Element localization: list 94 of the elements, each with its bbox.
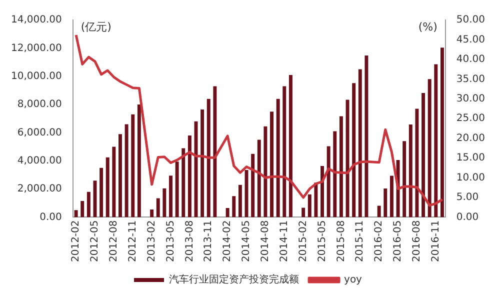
bar	[364, 56, 368, 218]
x-tick-label: 2016-08	[412, 220, 423, 262]
x-tick-label: 2016-05	[392, 220, 404, 262]
bar	[74, 210, 78, 218]
x-tick-label: 2012-02	[70, 220, 82, 262]
x-tick-label: 2012-08	[108, 220, 120, 262]
x-tick-label: 2014-05	[241, 220, 252, 262]
bar	[106, 157, 110, 218]
y2-tick-label: 50.00	[456, 14, 486, 26]
bar	[150, 209, 154, 218]
bar	[137, 104, 141, 218]
bar	[232, 196, 236, 218]
bar	[156, 198, 160, 218]
x-tick-label: 2015-08	[336, 220, 347, 262]
bar	[169, 176, 172, 218]
y2-tick-label: 5.00	[456, 192, 479, 204]
x-tick-label: 2016-02	[374, 220, 385, 262]
x-tick-label: 2016-11	[430, 220, 442, 262]
y2-tick-label: 10.00	[456, 172, 486, 184]
y2-tick-label: 20.00	[456, 132, 486, 144]
bar	[257, 140, 261, 218]
bar	[320, 166, 324, 218]
bar	[415, 108, 419, 218]
x-tick-label: 2015-05	[316, 220, 328, 262]
y2-tick-label: 30.00	[456, 93, 486, 104]
y2-tick-label: 45.00	[456, 34, 486, 46]
x-tick-label: 2014-11	[278, 220, 290, 262]
bar	[118, 134, 122, 218]
bar	[358, 69, 362, 218]
bar	[384, 188, 388, 218]
bar	[302, 208, 306, 218]
y-tick-label: 6,000.00	[17, 127, 62, 138]
bar	[270, 112, 274, 218]
legend-label: 汽车行业固定资产投资完成额	[169, 274, 300, 286]
bar	[175, 162, 179, 218]
bar	[422, 92, 426, 218]
bar	[100, 168, 104, 218]
bar	[314, 182, 318, 218]
bar	[377, 206, 381, 218]
x-tick-label: 2014-02	[222, 220, 234, 262]
y-tick-label: 10,000.00	[10, 70, 62, 82]
bar	[408, 124, 412, 218]
bar	[206, 98, 210, 218]
x-tick-label: 2013-05	[165, 220, 176, 262]
bar	[346, 100, 350, 218]
y-tick-label: 8,000.00	[17, 99, 62, 110]
x-tick-label: 2013-11	[203, 220, 214, 262]
x-tick-label: 2015-02	[298, 220, 309, 262]
bar	[112, 146, 116, 218]
bar	[352, 83, 356, 218]
x-tick-label: 2012-11	[127, 220, 138, 262]
bar	[182, 148, 186, 218]
bar	[276, 98, 280, 218]
bar	[339, 116, 343, 218]
bar	[264, 126, 268, 218]
x-tick-label: 2015-11	[354, 220, 366, 262]
y-tick-label: 0.00	[40, 212, 62, 223]
bar	[440, 48, 444, 218]
y-axis-title: (亿元)	[80, 20, 112, 34]
bar	[162, 188, 166, 218]
bar	[428, 79, 432, 218]
bar	[80, 201, 84, 218]
bar	[213, 86, 217, 218]
bar	[131, 114, 135, 218]
bar	[333, 131, 337, 218]
bar	[188, 136, 192, 218]
bar	[238, 184, 242, 218]
x-tick-label: 2014-08	[260, 220, 272, 262]
y-tick-label: 2,000.00	[17, 184, 62, 195]
x-tick-label: 2013-08	[184, 220, 196, 262]
legend-label: yoy	[344, 274, 362, 286]
bar	[390, 176, 394, 218]
bar	[251, 154, 255, 218]
bar	[402, 141, 406, 218]
y2-tick-label: 35.00	[456, 74, 486, 85]
y-tick-label: 4,000.00	[17, 155, 62, 166]
bar	[86, 192, 90, 218]
y2-tick-label: 25.00	[456, 113, 486, 124]
x-tick-label: 2012-05	[90, 220, 101, 262]
bar	[326, 146, 330, 218]
bar	[288, 74, 292, 218]
y2-axis-title: (%)	[418, 20, 438, 34]
bar	[434, 64, 438, 218]
y-tick-label: 14,000.00	[10, 14, 62, 26]
bar	[124, 124, 128, 218]
y2-tick-label: 0.00	[456, 212, 479, 223]
y-tick-label: 12,000.00	[10, 42, 62, 54]
bar	[200, 109, 204, 218]
x-tick-label: 2013-02	[146, 220, 158, 262]
bar	[226, 208, 230, 218]
y2-tick-label: 15.00	[456, 152, 486, 164]
bar	[282, 86, 286, 218]
bar	[308, 194, 312, 218]
y2-tick-label: 40.00	[456, 54, 486, 66]
